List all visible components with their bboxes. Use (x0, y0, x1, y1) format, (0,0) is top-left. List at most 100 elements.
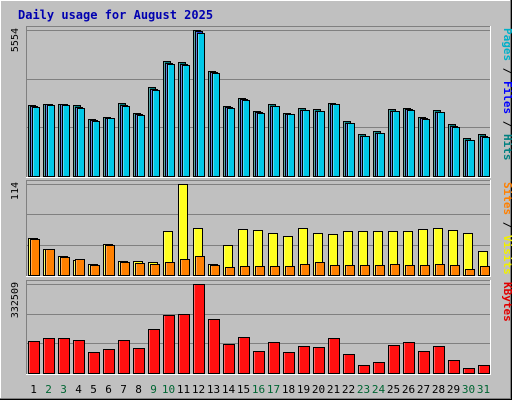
side-legend: Sites / Visits (501, 182, 512, 275)
bar-sites-day-16 (255, 266, 265, 276)
x-axis-labels: 1 2 3 4 5 6 7 8 9 10 11 12 13 14 15 16 17 18 19 20 21 22 23 24 2… (30, 383, 490, 396)
bar-pages-day-19 (302, 110, 310, 177)
x-label-day-17: 17 (267, 383, 280, 396)
y-max-label: 114 (10, 182, 21, 200)
bar-sites-day-20 (315, 262, 325, 276)
side-legend: Pages / Files / Hits (501, 28, 512, 161)
bar-pages-day-4 (77, 108, 85, 177)
panel-pages-files-hits: 5554 Pages / Files / Hits (10, 26, 512, 178)
bar-sites-day-28 (435, 264, 445, 276)
x-label-day-8: 8 (135, 383, 142, 396)
bar-pages-day-25 (392, 111, 400, 177)
bar-pages-day-2 (47, 105, 55, 177)
x-label-day-3: 3 (60, 383, 67, 396)
bar-kbytes-day-7 (118, 340, 130, 374)
legend-entry: Pages (501, 28, 512, 61)
bar-kbytes-day-8 (133, 348, 145, 374)
bar-pages-day-29 (452, 127, 460, 177)
bar-kbytes-day-13 (208, 319, 220, 374)
x-label-day-9: 9 (150, 383, 157, 396)
bar-kbytes-day-3 (58, 338, 70, 374)
bar-sites-day-14 (225, 267, 235, 276)
bar-pages-day-30 (467, 140, 475, 177)
x-label-day-15: 15 (237, 383, 250, 396)
bar-pages-day-1 (32, 107, 40, 177)
x-label-day-16: 16 (252, 383, 265, 396)
panel-kbytes: 332509 KBytes (10, 280, 512, 375)
bar-pages-day-7 (122, 106, 130, 177)
bar-kbytes-day-25 (388, 345, 400, 374)
bar-sites-day-2 (45, 249, 55, 276)
bar-kbytes-day-1 (28, 341, 40, 374)
x-label-day-5: 5 (90, 383, 97, 396)
bar-sites-day-17 (270, 266, 280, 276)
x-label-day-18: 18 (282, 383, 295, 396)
bar-sites-day-19 (300, 264, 310, 276)
legend-entry: / (501, 61, 512, 81)
bar-kbytes-day-21 (328, 338, 340, 374)
x-label-day-13: 13 (207, 383, 220, 396)
bar-sites-day-10 (165, 262, 175, 276)
bar-pages-day-16 (257, 113, 265, 177)
x-label-day-2: 2 (45, 383, 52, 396)
x-label-day-25: 25 (387, 383, 400, 396)
bar-sites-day-7 (120, 262, 130, 276)
bar-sites-day-12 (195, 256, 205, 276)
bar-kbytes-day-14 (223, 344, 235, 374)
bar-sites-day-4 (75, 259, 85, 276)
bar-kbytes-day-9 (148, 329, 160, 374)
bar-pages-day-10 (167, 64, 175, 177)
bar-sites-day-26 (405, 265, 415, 276)
legend-entry: / (501, 215, 512, 235)
bar-sites-day-6 (105, 245, 115, 276)
bar-kbytes-day-23 (358, 365, 370, 374)
bar-pages-day-12 (197, 33, 205, 177)
bar-pages-day-11 (182, 65, 190, 177)
bar-pages-day-23 (362, 136, 370, 177)
bar-pages-day-14 (227, 108, 235, 177)
bar-pages-day-18 (287, 114, 295, 177)
legend-entry: Hits (501, 134, 512, 161)
x-label-day-23: 23 (357, 383, 370, 396)
bar-sites-day-8 (135, 263, 145, 276)
bar-kbytes-day-31 (478, 365, 490, 374)
bar-pages-day-3 (62, 105, 70, 177)
bar-kbytes-day-12 (193, 284, 205, 374)
bar-pages-day-22 (347, 123, 355, 177)
legend-entry: Sites (501, 182, 512, 215)
legend-entry: Visits (501, 235, 512, 275)
bar-sites-day-30 (465, 269, 475, 276)
bar-kbytes-day-28 (433, 346, 445, 374)
x-label-day-19: 19 (297, 383, 310, 396)
x-label-day-10: 10 (162, 383, 175, 396)
legend-entry: Files (501, 81, 512, 114)
bar-pages-day-21 (332, 104, 340, 177)
bar-kbytes-day-2 (43, 338, 55, 374)
legend-entry: / (501, 114, 512, 134)
bar-sites-day-25 (390, 264, 400, 276)
panel-visits-sites: 114 Sites / Visits (10, 180, 512, 277)
bar-sites-day-27 (420, 265, 430, 276)
bar-pages-day-31 (482, 137, 490, 177)
bar-kbytes-day-6 (103, 349, 115, 374)
bar-kbytes-day-15 (238, 337, 250, 374)
x-label-day-27: 27 (417, 383, 430, 396)
bar-sites-day-23 (360, 265, 370, 276)
bar-sites-day-21 (330, 265, 340, 276)
x-label-day-30: 30 (462, 383, 475, 396)
bar-kbytes-day-26 (403, 342, 415, 374)
bar-sites-day-9 (150, 264, 160, 276)
bar-kbytes-day-4 (73, 340, 85, 374)
bar-sites-day-29 (450, 265, 460, 276)
x-label-day-21: 21 (327, 383, 340, 396)
bar-pages-day-17 (272, 106, 280, 177)
bar-sites-day-24 (375, 265, 385, 276)
x-label-day-12: 12 (192, 383, 205, 396)
bar-kbytes-day-19 (298, 346, 310, 374)
bar-pages-day-6 (107, 118, 115, 177)
bar-pages-day-15 (242, 100, 250, 177)
bar-sites-day-5 (90, 265, 100, 276)
bar-pages-day-27 (422, 119, 430, 177)
bar-sites-day-11 (180, 259, 190, 276)
